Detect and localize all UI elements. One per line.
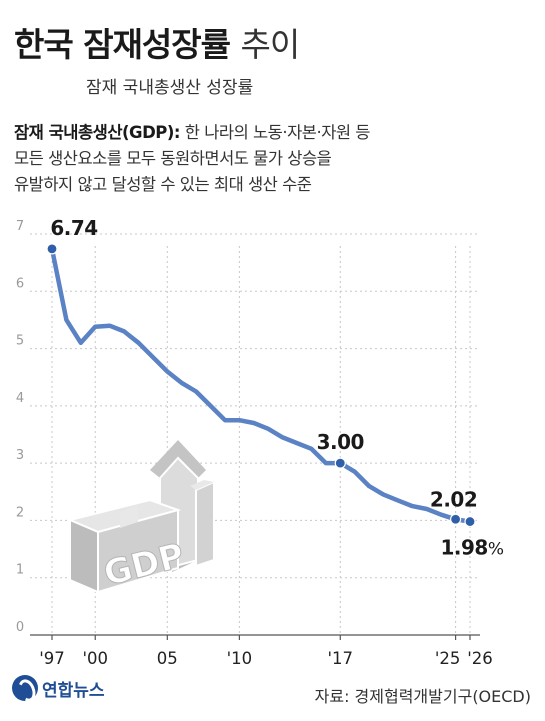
step-block	[120, 505, 138, 528]
data-label: 3.00	[317, 430, 364, 454]
x-tick-label: '97	[39, 649, 65, 668]
y-tick-label: 7	[16, 219, 24, 234]
source-note: 자료: 경제협력개발기구(OECD)	[314, 687, 531, 706]
data-point-marker	[46, 243, 58, 255]
y-tick-label: 3	[16, 448, 24, 463]
data-label-unit: %	[488, 540, 504, 560]
data-label: 6.74	[50, 216, 97, 240]
description-line-3: 유발하지 않고 달성할 수 있는 최대 생산 수준	[14, 175, 312, 194]
x-tick-label: '10	[227, 649, 253, 668]
data-label-value: 1.98	[440, 536, 487, 560]
page-subtitle: 잠재 국내총생산 성장률	[86, 78, 254, 98]
page-title: 한국 잠재성장률 추이	[14, 18, 301, 66]
chart-markers	[46, 243, 476, 528]
y-tick-label: 1	[16, 563, 24, 578]
yonhap-logo-icon	[12, 675, 38, 701]
x-tick-label: '26	[467, 649, 493, 668]
x-tick-label: '25	[435, 649, 461, 668]
y-tick-label: 0	[16, 620, 24, 635]
chart-labels: 6.74 3.00 2.02 1.98%	[50, 216, 504, 560]
x-tick-label: '00	[82, 649, 108, 668]
data-point-marker	[449, 513, 462, 525]
data-point-marker	[464, 515, 476, 528]
chart-axes: 0 1 2 3 4 5 6 7 '97 '00 05 '10 '17 '25 '26	[16, 219, 493, 668]
gdp-block-side	[69, 518, 99, 594]
description: 잠재 국내총생산(GDP): 한 나라의 노동·자본·자원 등 모든 생산요소를…	[14, 120, 534, 198]
data-label-value: 3.00	[317, 430, 364, 454]
title-suffix: 추이	[240, 25, 301, 64]
logo: 연합뉴스	[12, 675, 105, 701]
data-label-value: 2.02	[430, 487, 477, 511]
title-main: 한국 잠재성장률	[14, 25, 231, 64]
series-line	[49, 246, 473, 524]
data-label: 1.98%	[440, 536, 503, 560]
description-term: 잠재 국내총생산(GDP):	[14, 123, 181, 142]
y-tick-label: 5	[16, 334, 24, 349]
description-line-2: 모든 생산요소를 모두 동원하면서도 물가 상승을	[14, 149, 332, 168]
description-line-1: 잠재 국내총생산(GDP): 한 나라의 노동·자본·자원 등	[14, 120, 534, 146]
arrow-head-side	[150, 440, 206, 478]
y-tick-label: 6	[16, 276, 24, 291]
x-tick-label: 05	[157, 649, 178, 668]
y-tick-label: 4	[16, 391, 24, 406]
x-tick-label: '17	[328, 649, 354, 668]
tall-block	[195, 480, 215, 568]
description-line-1-text: 한 나라의 노동·자본·자원 등	[184, 123, 371, 142]
data-label: 2.02	[430, 487, 477, 511]
data-label-value: 6.74	[50, 216, 97, 240]
tall-block-top	[190, 480, 214, 490]
y-tick-label: 2	[16, 505, 24, 520]
data-point-marker	[334, 457, 346, 469]
logo-text: 연합뉴스	[42, 680, 105, 701]
